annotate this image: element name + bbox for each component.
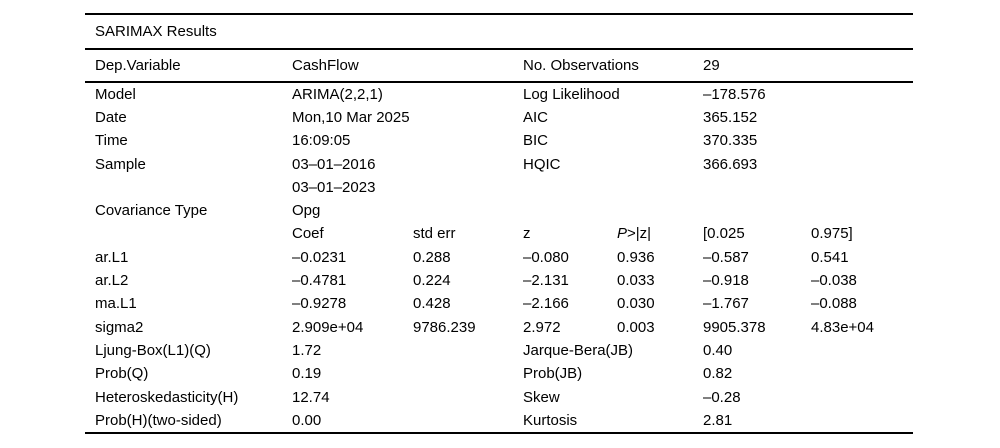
time-label: Time xyxy=(95,132,128,150)
diagnostic-right-label: Jarque-Bera(JB) xyxy=(523,341,634,359)
model-row: Model ARIMA(2,2,1) Log Likelihood –178.5… xyxy=(85,83,913,106)
diagnostics-row-prob-h: Prob(H)(two-sided) 0.00 Kurtosis 2.81 xyxy=(85,409,913,432)
time-row: Time 16:09:05 BIC 370.335 xyxy=(85,129,913,152)
p-value-header-italic: P xyxy=(617,225,628,243)
date-row: Date Mon,10 Mar 2025 AIC 365.152 xyxy=(85,106,913,129)
param-ci-low: –0.918 xyxy=(703,272,749,290)
std-err-column-header: std err xyxy=(413,225,456,243)
sarimax-results-table: SARIMAX Results Dep.Variable CashFlow No… xyxy=(85,13,913,434)
param-name: ar.L2 xyxy=(95,272,129,290)
param-ci-high: 0.541 xyxy=(811,248,849,266)
no-observations-value: 29 xyxy=(703,56,720,74)
diagnostic-right-value: 0.82 xyxy=(703,365,733,383)
sample-row: Sample 03–01–2016 HQIC 366.693 xyxy=(85,152,913,175)
covariance-type-label: Covariance Type xyxy=(95,202,208,220)
param-p-value: 0.003 xyxy=(617,318,655,336)
param-coef: –0.4781 xyxy=(292,272,347,290)
diagnostic-right-label: Prob(JB) xyxy=(523,365,583,383)
diagnostic-right-value: 2.81 xyxy=(703,411,733,429)
ci-high-column-header: 0.975] xyxy=(811,225,853,243)
log-likelihood-value: –178.576 xyxy=(703,85,766,103)
title-row: SARIMAX Results xyxy=(85,15,913,48)
param-p-value: 0.033 xyxy=(617,272,655,290)
time-value: 16:09:05 xyxy=(292,132,351,150)
diagnostic-right-label: Kurtosis xyxy=(523,411,578,429)
diagnostic-right-label: Skew xyxy=(523,388,560,406)
p-value-column-header: P>|z| xyxy=(617,225,703,242)
diagnostic-left-value: 12.74 xyxy=(292,388,330,406)
date-label: Date xyxy=(95,108,127,126)
param-coef: 2.909e+04 xyxy=(292,318,364,336)
no-observations-label: No. Observations xyxy=(523,56,639,74)
hqic-label: HQIC xyxy=(523,155,561,173)
coef-column-header: Coef xyxy=(292,225,324,243)
aic-label: AIC xyxy=(523,108,549,126)
diagnostic-left-value: 0.00 xyxy=(292,411,322,429)
param-name: ar.L1 xyxy=(95,248,129,266)
param-p-value: 0.936 xyxy=(617,248,655,266)
coef-header-row: Coef std err z P>|z| [0.025 0.975] xyxy=(85,222,913,245)
date-value: Mon,10 Mar 2025 xyxy=(292,108,410,126)
param-ci-high: –0.038 xyxy=(811,272,857,290)
sample-end-value: 03–01–2023 xyxy=(292,178,376,196)
hqic-value: 366.693 xyxy=(703,155,758,173)
dep-variable-row: Dep.Variable CashFlow No. Observations 2… xyxy=(85,50,913,81)
param-name: ma.L1 xyxy=(95,295,137,313)
header-divider-rule xyxy=(85,80,913,83)
diagnostic-right-value: 0.40 xyxy=(703,341,733,359)
dep-variable-label: Dep.Variable xyxy=(95,56,181,74)
param-ci-high: –0.088 xyxy=(811,295,857,313)
diagnostic-left-label: Heteroskedasticity(H) xyxy=(95,388,239,406)
z-column-header: z xyxy=(523,225,531,243)
covariance-type-value: Opg xyxy=(292,202,321,220)
coef-row-sigma2: sigma2 2.909e+04 9786.239 2.972 0.003 99… xyxy=(85,315,913,338)
coef-row-ar-l2: ar.L2 –0.4781 0.224 –2.131 0.033 –0.918 … xyxy=(85,269,913,292)
dep-variable-value: CashFlow xyxy=(292,56,359,74)
bottom-rule xyxy=(85,431,913,434)
param-z: –2.166 xyxy=(523,295,569,313)
param-coef: –0.0231 xyxy=(292,248,347,266)
param-ci-low: –1.767 xyxy=(703,295,749,313)
param-ci-low: –0.587 xyxy=(703,248,749,266)
param-std-err: 0.288 xyxy=(413,248,451,266)
title-divider-rule xyxy=(85,47,913,50)
diagnostics-row-prob-q: Prob(Q) 0.19 Prob(JB) 0.82 xyxy=(85,362,913,385)
aic-value: 365.152 xyxy=(703,108,758,126)
param-p-value: 0.030 xyxy=(617,295,655,313)
diagnostic-right-value: –0.28 xyxy=(703,388,741,406)
log-likelihood-label: Log Likelihood xyxy=(523,85,620,103)
bic-label: BIC xyxy=(523,132,549,150)
model-label: Model xyxy=(95,85,136,103)
param-z: –2.131 xyxy=(523,272,569,290)
sample-label: Sample xyxy=(95,155,146,173)
param-name: sigma2 xyxy=(95,318,144,336)
sample-end-row: 03–01–2023 xyxy=(85,176,913,199)
p-value-header-rest: >|z| xyxy=(627,225,652,243)
diagnostic-left-label: Ljung-Box(L1)(Q) xyxy=(95,341,211,359)
param-std-err: 0.224 xyxy=(413,272,451,290)
diagnostics-row-ljung-box: Ljung-Box(L1)(Q) 1.72 Jarque-Bera(JB) 0.… xyxy=(85,339,913,362)
bic-value: 370.335 xyxy=(703,132,758,150)
param-z: –0.080 xyxy=(523,248,569,266)
diagnostics-row-heteroskedasticity: Heteroskedasticity(H) 12.74 Skew –0.28 xyxy=(85,385,913,408)
param-ci-high: 4.83e+04 xyxy=(811,318,874,336)
page-title: SARIMAX Results xyxy=(95,22,217,40)
diagnostic-left-value: 0.19 xyxy=(292,365,322,383)
top-rule xyxy=(85,13,913,15)
model-value: ARIMA(2,2,1) xyxy=(292,85,383,103)
sample-start-value: 03–01–2016 xyxy=(292,155,376,173)
diagnostic-left-label: Prob(H)(two-sided) xyxy=(95,411,222,429)
param-std-err: 9786.239 xyxy=(413,318,476,336)
diagnostic-left-label: Prob(Q) xyxy=(95,365,149,383)
param-coef: –0.9278 xyxy=(292,295,347,313)
param-ci-low: 9905.378 xyxy=(703,318,766,336)
param-std-err: 0.428 xyxy=(413,295,451,313)
coef-row-ma-l1: ma.L1 –0.9278 0.428 –2.166 0.030 –1.767 … xyxy=(85,292,913,315)
covariance-type-row: Covariance Type Opg xyxy=(85,199,913,222)
ci-low-column-header: [0.025 xyxy=(703,225,745,243)
coef-row-ar-l1: ar.L1 –0.0231 0.288 –0.080 0.936 –0.587 … xyxy=(85,246,913,269)
param-z: 2.972 xyxy=(523,318,561,336)
diagnostic-left-value: 1.72 xyxy=(292,341,322,359)
